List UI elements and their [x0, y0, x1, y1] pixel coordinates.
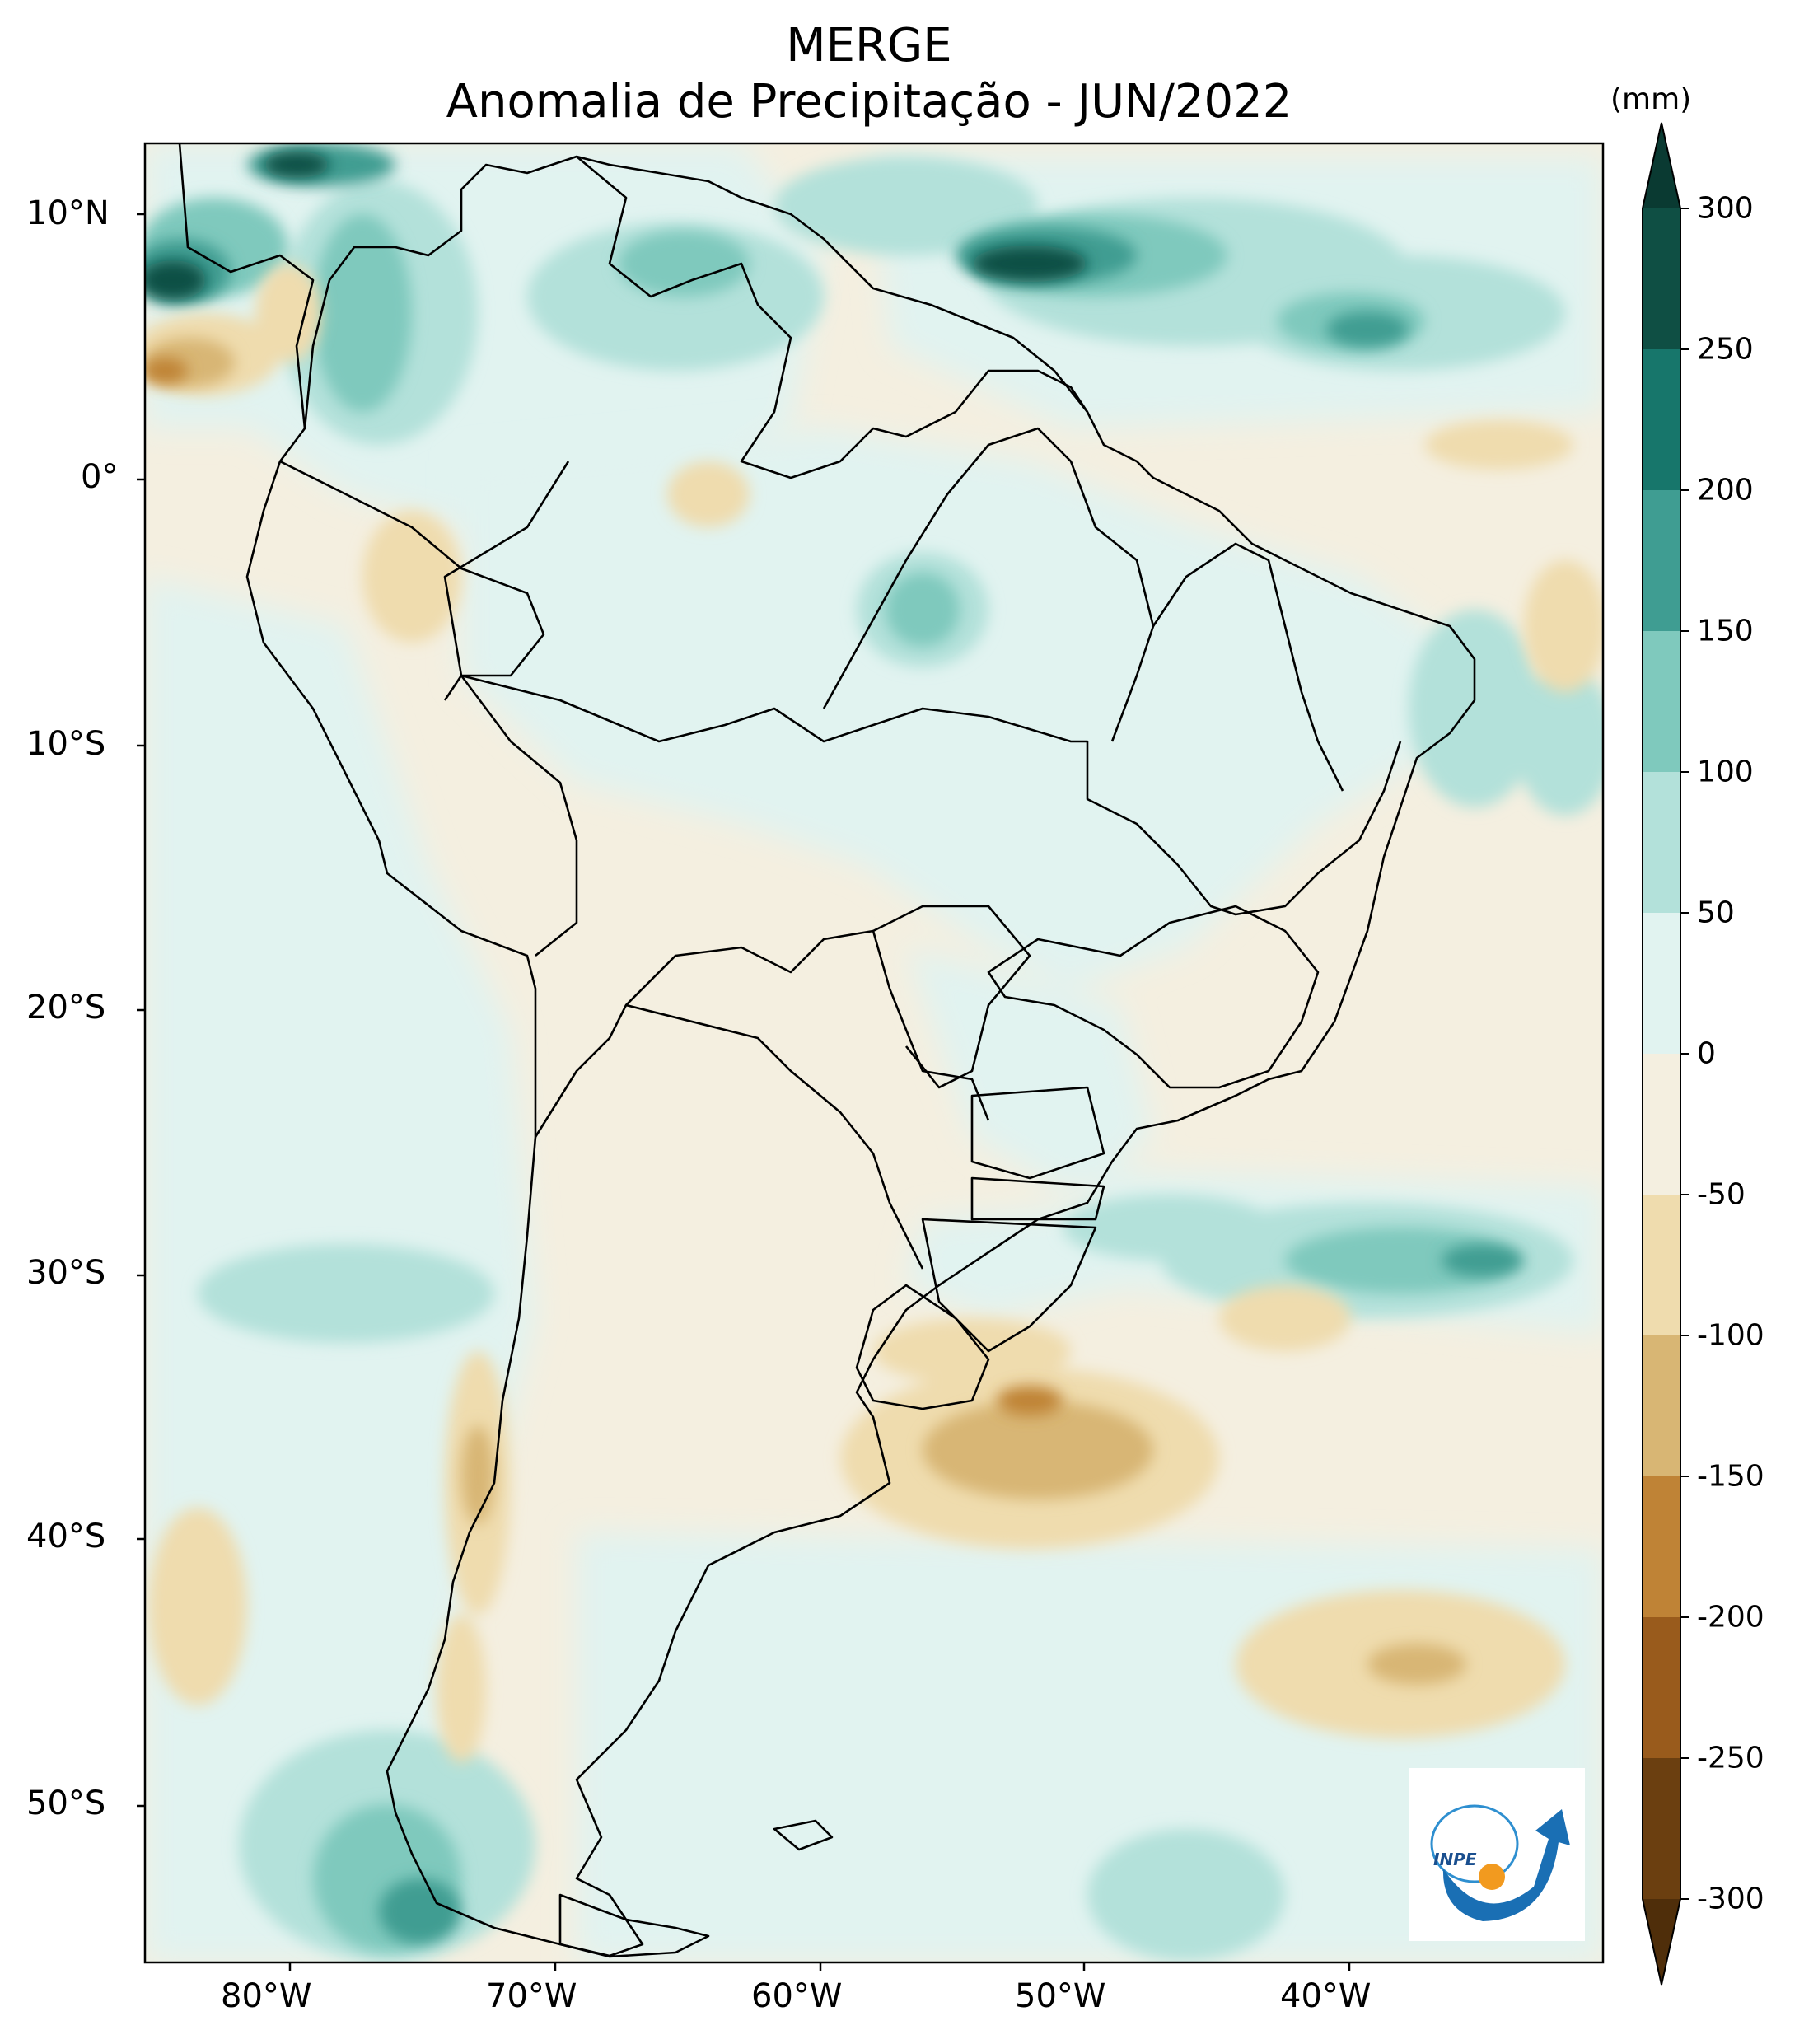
inpe-logo: INPE — [1409, 1768, 1585, 1941]
logo-orbit-icon — [1430, 1804, 1519, 1883]
colorbar-segment — [1643, 772, 1680, 913]
coastlines-and-borders — [178, 143, 1476, 1958]
map-title: MERGE — [786, 19, 952, 72]
states-south — [921, 1086, 1105, 1353]
colorbar-label-neg250: -250 — [1697, 1741, 1764, 1775]
states-southeast — [987, 905, 1320, 1089]
states-north — [822, 427, 1155, 742]
lat-label-50s: 50°S — [26, 1784, 106, 1822]
logo-text: INPE — [1433, 1850, 1477, 1869]
lat-label-30s: 30°S — [26, 1254, 106, 1292]
venezuela-guyanas-borders — [576, 156, 1089, 479]
lon-label-50w: 50°W — [1015, 1977, 1106, 2015]
colorbar-label-150: 150 — [1697, 614, 1754, 648]
logo-arrow-icon — [1442, 1809, 1570, 1921]
anomaly-field — [145, 143, 1603, 1962]
axis-ticks — [137, 213, 1351, 1971]
tierra-del-fuego — [558, 1893, 710, 1958]
lat-label-10s: 10°S — [26, 725, 106, 763]
colorbar-label-neg100: -100 — [1697, 1318, 1764, 1353]
colorbar-segment — [1643, 1054, 1680, 1195]
colorbar-label-100: 100 — [1697, 755, 1754, 789]
logo-sun-icon — [1479, 1864, 1505, 1890]
colorbar — [1642, 122, 1689, 1986]
colombia-peru-borders — [279, 460, 545, 701]
lat-label-20s: 20°S — [26, 989, 106, 1027]
argentina-chile-border — [534, 1003, 924, 1270]
field-neg150-200 — [145, 358, 1063, 1415]
colorbar-unit-label: (mm) — [1610, 82, 1692, 116]
colorbar-label-300: 300 — [1697, 191, 1754, 226]
colorbar-segment — [1643, 1195, 1680, 1335]
lon-label-80w: 80°W — [221, 1977, 312, 2015]
colorbar-segment — [1643, 1476, 1680, 1617]
uruguay-border — [855, 1284, 990, 1410]
colorbar-segment — [1643, 490, 1680, 631]
colorbar-segment — [1643, 1758, 1680, 1899]
andes-border — [443, 461, 578, 957]
colorbar-label-neg200: -200 — [1697, 1600, 1764, 1635]
states-northeast — [1152, 542, 1344, 792]
colorbar-segment — [1643, 208, 1680, 349]
lat-label-10n: 10°N — [26, 194, 110, 232]
lon-label-70w: 70°W — [486, 1977, 577, 2015]
colorbar-segment — [1643, 1617, 1680, 1758]
lon-label-60w: 60°W — [751, 1977, 843, 2015]
colorbar-segment — [1643, 1335, 1680, 1476]
colorbar-label-50: 50 — [1697, 896, 1735, 930]
lat-label-40s: 40°S — [26, 1518, 106, 1555]
field-200-300 — [145, 152, 1087, 300]
map-frame — [143, 142, 1605, 1964]
map-subtitle: Anomalia de Precipitação - JUN/2022 — [446, 75, 1292, 129]
colorbar-label-200: 200 — [1697, 473, 1754, 507]
colorbar-label-neg50: -50 — [1697, 1177, 1746, 1212]
colorbar-extend-top — [1643, 123, 1680, 208]
lat-label-0: 0° — [81, 458, 119, 496]
brazil-border — [460, 674, 1402, 916]
lon-label-40w: 40°W — [1280, 1977, 1372, 2015]
colorbar-label-250: 250 — [1697, 332, 1754, 367]
colorbar-extend-bottom — [1643, 1899, 1680, 1985]
south-america-coastline — [178, 143, 1476, 1957]
colorbar-label-0: 0 — [1697, 1036, 1716, 1071]
states-central — [872, 905, 1031, 1089]
colorbar-segment — [1643, 913, 1680, 1054]
colorbar-segment — [1643, 631, 1680, 772]
falklands — [773, 1819, 834, 1851]
colorbar-segment — [1643, 349, 1680, 490]
colorbar-label-neg150: -150 — [1697, 1459, 1764, 1494]
colorbar-label-neg300: -300 — [1697, 1882, 1764, 1916]
